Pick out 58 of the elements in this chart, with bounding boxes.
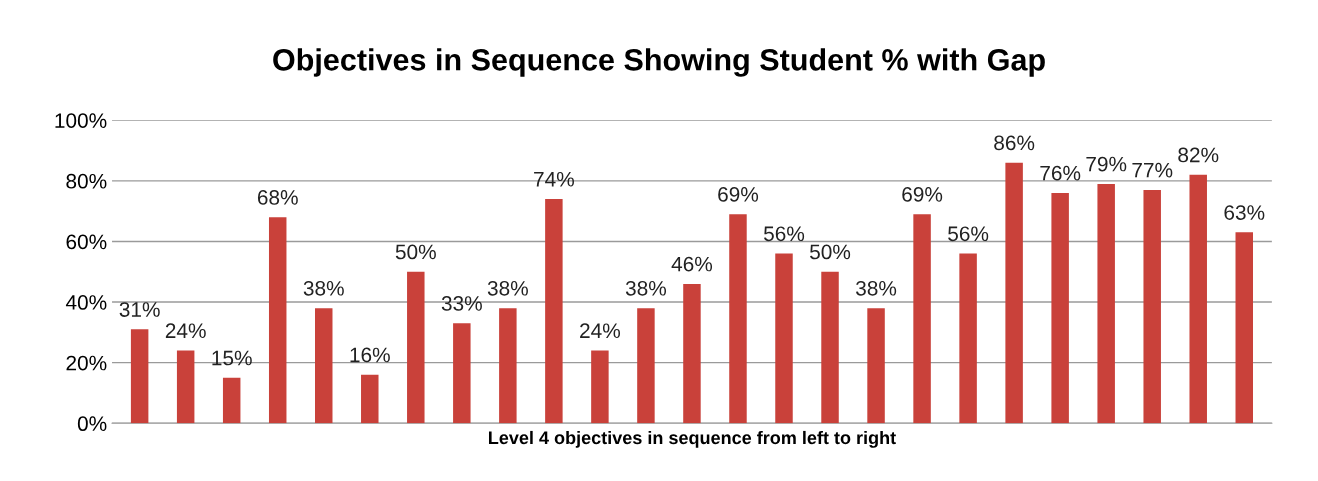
bar <box>453 323 471 424</box>
data-label: 74% <box>534 171 574 187</box>
bar <box>268 217 287 424</box>
bar <box>959 253 977 424</box>
chart-title: Objectives in Sequence Showing Student % with Gap <box>273 48 1045 77</box>
data-label: 38% <box>856 280 897 296</box>
bar <box>637 308 655 424</box>
bar <box>499 308 517 424</box>
data-label: 15% <box>212 350 252 366</box>
y-tick-label: 20% <box>66 355 107 371</box>
y-tick-label: 0% <box>77 416 107 432</box>
bar <box>176 350 195 424</box>
data-label: 31% <box>119 302 160 317</box>
data-label: 82% <box>1178 147 1219 163</box>
bar <box>683 283 701 424</box>
data-label: 56% <box>948 226 989 242</box>
y-tick-label: 80% <box>66 173 107 189</box>
bar <box>545 199 563 424</box>
data-label: 24% <box>580 323 621 339</box>
data-label: 50% <box>395 244 436 260</box>
data-label: 38% <box>625 280 667 296</box>
data-label: 77% <box>1132 162 1173 178</box>
y-tick-label: 60% <box>66 234 107 250</box>
bar <box>1189 174 1207 424</box>
data-label: 38% <box>303 280 344 296</box>
data-label: 56% <box>763 226 805 242</box>
y-tick-label: 40% <box>65 295 107 310</box>
data-label: 86% <box>994 135 1035 151</box>
bar <box>913 214 931 424</box>
data-label: 69% <box>902 186 943 202</box>
data-label: 24% <box>165 323 206 339</box>
data-label: 50% <box>810 244 851 260</box>
bar <box>407 271 425 424</box>
bar <box>1005 162 1023 424</box>
y-tick-label: 100% <box>55 113 107 128</box>
data-label: 69% <box>718 186 759 202</box>
data-label: 68% <box>257 190 298 205</box>
bar <box>222 377 241 424</box>
bar <box>729 214 747 424</box>
bar <box>1051 192 1069 424</box>
data-label: 38% <box>487 280 528 296</box>
data-label: 46% <box>671 256 713 272</box>
bar <box>1235 232 1253 424</box>
data-label: 79% <box>1086 156 1127 172</box>
data-label: 63% <box>1224 205 1265 220</box>
bar <box>130 329 149 424</box>
bar <box>591 350 609 424</box>
data-label: 76% <box>1040 165 1081 181</box>
bar <box>1097 183 1115 424</box>
bar <box>775 253 793 424</box>
data-label: 16% <box>350 347 390 363</box>
bar <box>361 374 379 424</box>
bar <box>821 271 839 424</box>
bar <box>1143 189 1161 424</box>
data-label: 33% <box>441 296 482 311</box>
bar <box>867 308 885 424</box>
bar <box>315 308 333 424</box>
x-axis-title: Level 4 objectives in sequence from left to right <box>489 430 896 448</box>
